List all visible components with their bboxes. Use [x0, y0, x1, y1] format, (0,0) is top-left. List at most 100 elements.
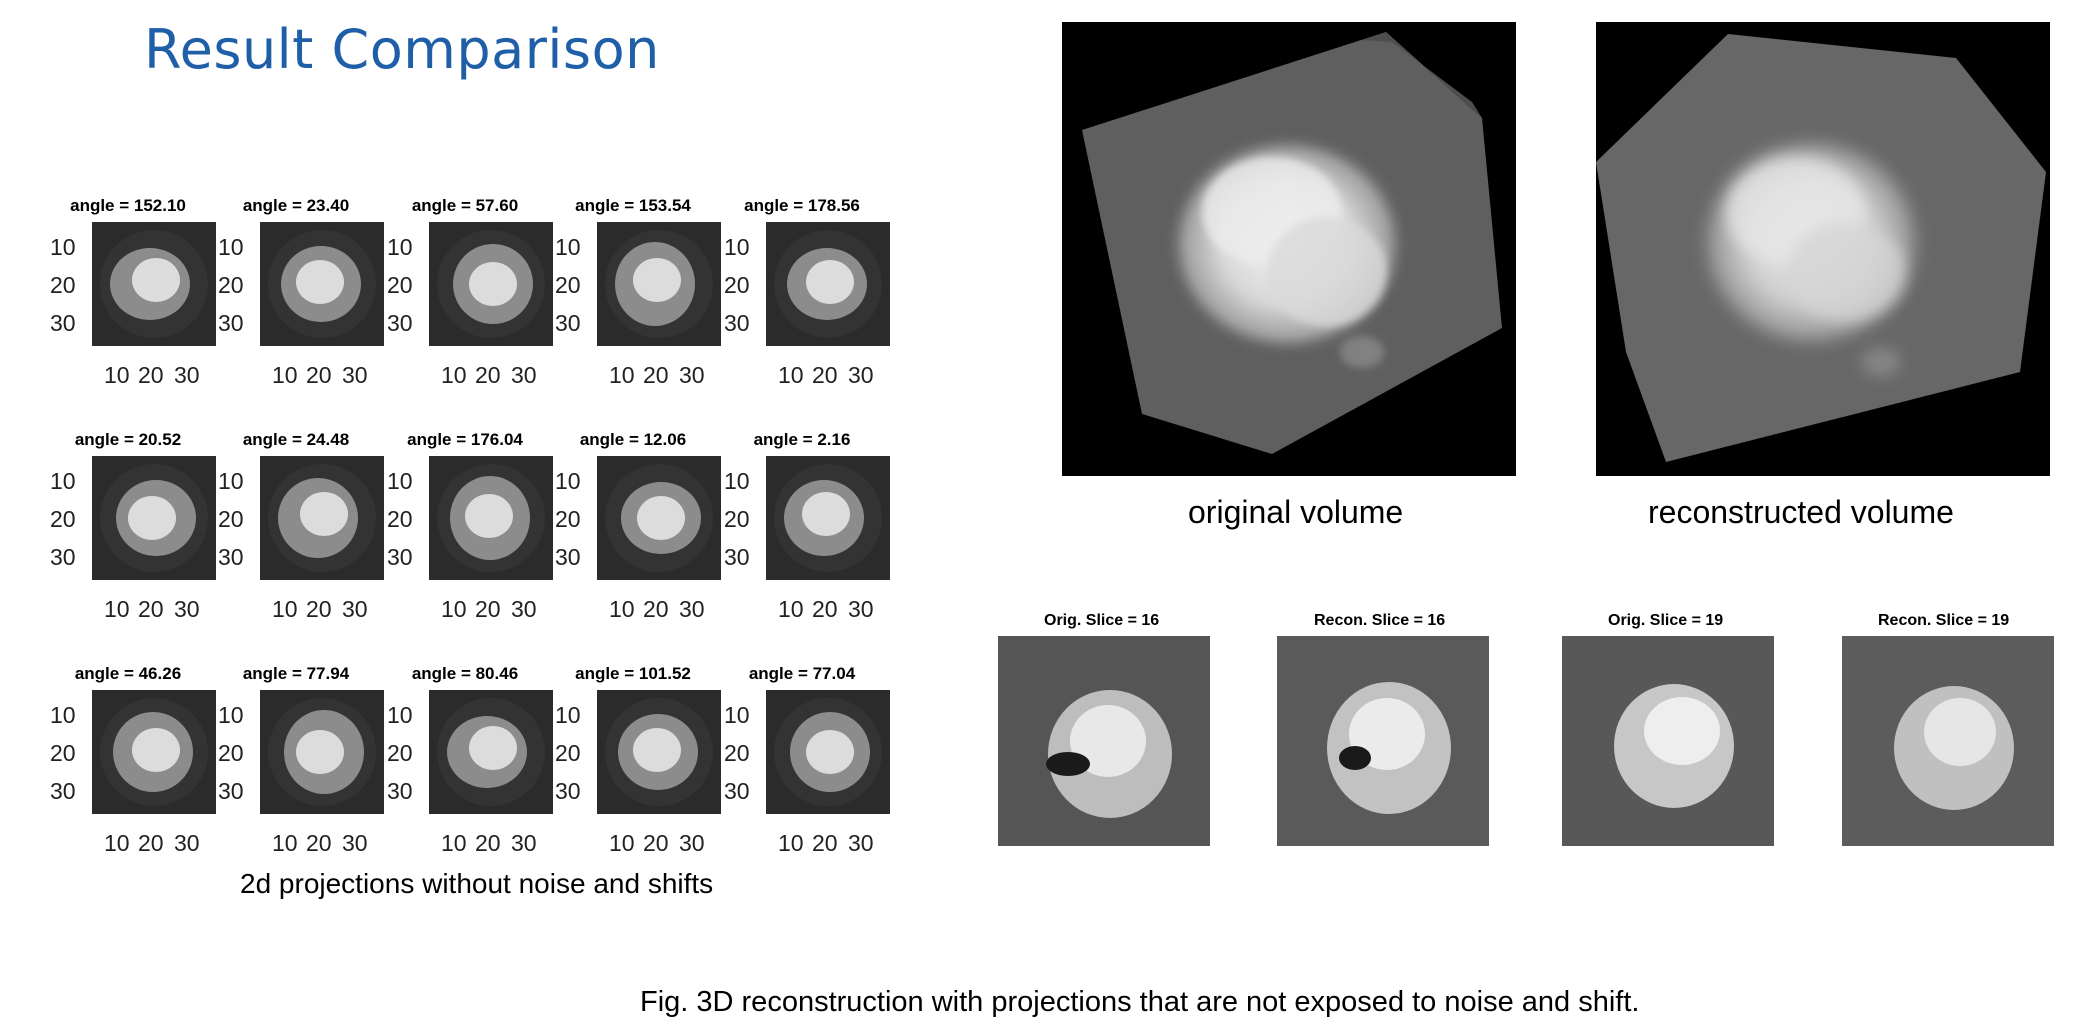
y-tick-label: 30 [50, 544, 76, 570]
y-tick-label: 10 [555, 468, 581, 494]
y-tick-label: 30 [218, 544, 244, 570]
x-tick-label: 20 [475, 596, 501, 622]
x-tick-label: 10 [441, 362, 467, 388]
projection-image [429, 456, 553, 580]
projection-panel: angle = 2.16 10 10 20 20 30 30 [718, 430, 890, 635]
projection-panel: angle = 152.10 10 10 20 20 30 30 [44, 196, 216, 401]
projection-angle-label: angle = 80.46 [411, 664, 519, 683]
x-tick-label: 20 [643, 596, 669, 622]
y-tick-label: 20 [218, 740, 244, 766]
original-volume-image [1062, 22, 1516, 476]
x-tick-label: 10 [104, 830, 130, 856]
slide-title: Result Comparison [144, 18, 660, 81]
x-tick-label: 10 [441, 596, 467, 622]
figure-caption: Fig. 3D reconstruction with projections … [640, 986, 1640, 1018]
projection-angle-label: angle = 46.26 [74, 664, 182, 683]
y-tick-label: 10 [218, 702, 244, 728]
y-tick-label: 10 [218, 468, 244, 494]
y-tick-label: 10 [387, 702, 413, 728]
projection-angle-label: angle = 178.56 [744, 196, 860, 215]
x-tick-label: 20 [475, 362, 501, 388]
y-tick-label: 10 [50, 468, 76, 494]
projection-image [766, 690, 890, 814]
projection-image [597, 222, 721, 346]
projection-panel: angle = 20.52 10 10 20 20 30 30 [44, 430, 216, 635]
x-tick-label: 10 [609, 596, 635, 622]
projection-angle-label: angle = 2.16 [753, 430, 851, 449]
projection-panel: angle = 24.48 10 10 20 20 30 30 [212, 430, 384, 635]
slice-label: Recon. Slice = 16 [1314, 612, 1446, 629]
y-tick-label: 20 [387, 272, 413, 298]
x-tick-label: 20 [643, 362, 669, 388]
x-tick-label: 10 [609, 830, 635, 856]
projection-angle-label: angle = 153.54 [575, 196, 691, 215]
x-tick-label: 30 [174, 362, 200, 388]
projection-panel: angle = 12.06 10 10 20 20 30 30 [549, 430, 721, 635]
projection-panel: angle = 153.54 10 10 20 20 30 30 [549, 196, 721, 401]
x-tick-label: 20 [138, 362, 164, 388]
x-tick-label: 10 [104, 362, 130, 388]
y-tick-label: 30 [724, 310, 750, 336]
orig-slice-16-image [998, 636, 1210, 846]
y-tick-label: 30 [387, 310, 413, 336]
y-tick-label: 20 [218, 272, 244, 298]
y-tick-label: 30 [50, 778, 76, 804]
projection-image [597, 456, 721, 580]
x-tick-label: 20 [475, 830, 501, 856]
y-tick-label: 30 [218, 310, 244, 336]
projection-angle-label: angle = 23.40 [242, 196, 350, 215]
y-tick-label: 20 [387, 740, 413, 766]
y-tick-label: 30 [555, 310, 581, 336]
y-tick-label: 10 [724, 234, 750, 260]
x-tick-label: 30 [511, 596, 537, 622]
x-tick-label: 10 [778, 596, 804, 622]
x-tick-label: 10 [272, 362, 298, 388]
projection-image [766, 222, 890, 346]
y-tick-label: 30 [555, 778, 581, 804]
y-tick-label: 30 [50, 310, 76, 336]
x-tick-label: 20 [306, 596, 332, 622]
x-tick-label: 10 [778, 362, 804, 388]
y-tick-label: 10 [724, 468, 750, 494]
projection-angle-label: angle = 101.52 [575, 664, 691, 683]
projection-image [92, 222, 216, 346]
y-tick-label: 30 [555, 544, 581, 570]
projection-panel: angle = 77.94 10 10 20 20 30 30 [212, 664, 384, 869]
x-tick-label: 10 [272, 830, 298, 856]
y-tick-label: 10 [50, 702, 76, 728]
reconstructed-volume-image [1596, 22, 2050, 476]
x-tick-label: 10 [778, 830, 804, 856]
y-tick-label: 10 [555, 234, 581, 260]
y-tick-label: 20 [218, 506, 244, 532]
projection-image [92, 690, 216, 814]
projection-angle-label: angle = 152.10 [70, 196, 186, 215]
y-tick-label: 20 [555, 506, 581, 532]
x-tick-label: 20 [138, 596, 164, 622]
y-tick-label: 10 [387, 468, 413, 494]
slice-label: Orig. Slice = 16 [1044, 612, 1160, 629]
x-tick-label: 30 [174, 596, 200, 622]
y-tick-label: 20 [724, 272, 750, 298]
y-tick-label: 20 [555, 272, 581, 298]
x-tick-label: 30 [511, 830, 537, 856]
projection-panel: angle = 101.52 10 10 20 20 30 30 [549, 664, 721, 869]
projection-image [260, 222, 384, 346]
x-tick-label: 30 [848, 830, 874, 856]
x-tick-label: 20 [138, 830, 164, 856]
y-tick-label: 10 [50, 234, 76, 260]
x-tick-label: 30 [174, 830, 200, 856]
x-tick-label: 30 [679, 830, 705, 856]
x-tick-label: 20 [812, 362, 838, 388]
x-tick-label: 30 [848, 362, 874, 388]
projection-panel: angle = 80.46 10 10 20 20 30 30 [381, 664, 553, 869]
projection-angle-label: angle = 20.52 [74, 430, 182, 449]
orig-slice-19-image [1562, 636, 1774, 846]
projection-angle-label: angle = 57.60 [411, 196, 519, 215]
reconstructed-volume-label: reconstructed volume [1648, 494, 1954, 530]
y-tick-label: 30 [218, 778, 244, 804]
x-tick-label: 20 [643, 830, 669, 856]
x-tick-label: 30 [679, 596, 705, 622]
y-tick-label: 30 [387, 778, 413, 804]
projection-image [429, 690, 553, 814]
y-tick-label: 20 [724, 506, 750, 532]
